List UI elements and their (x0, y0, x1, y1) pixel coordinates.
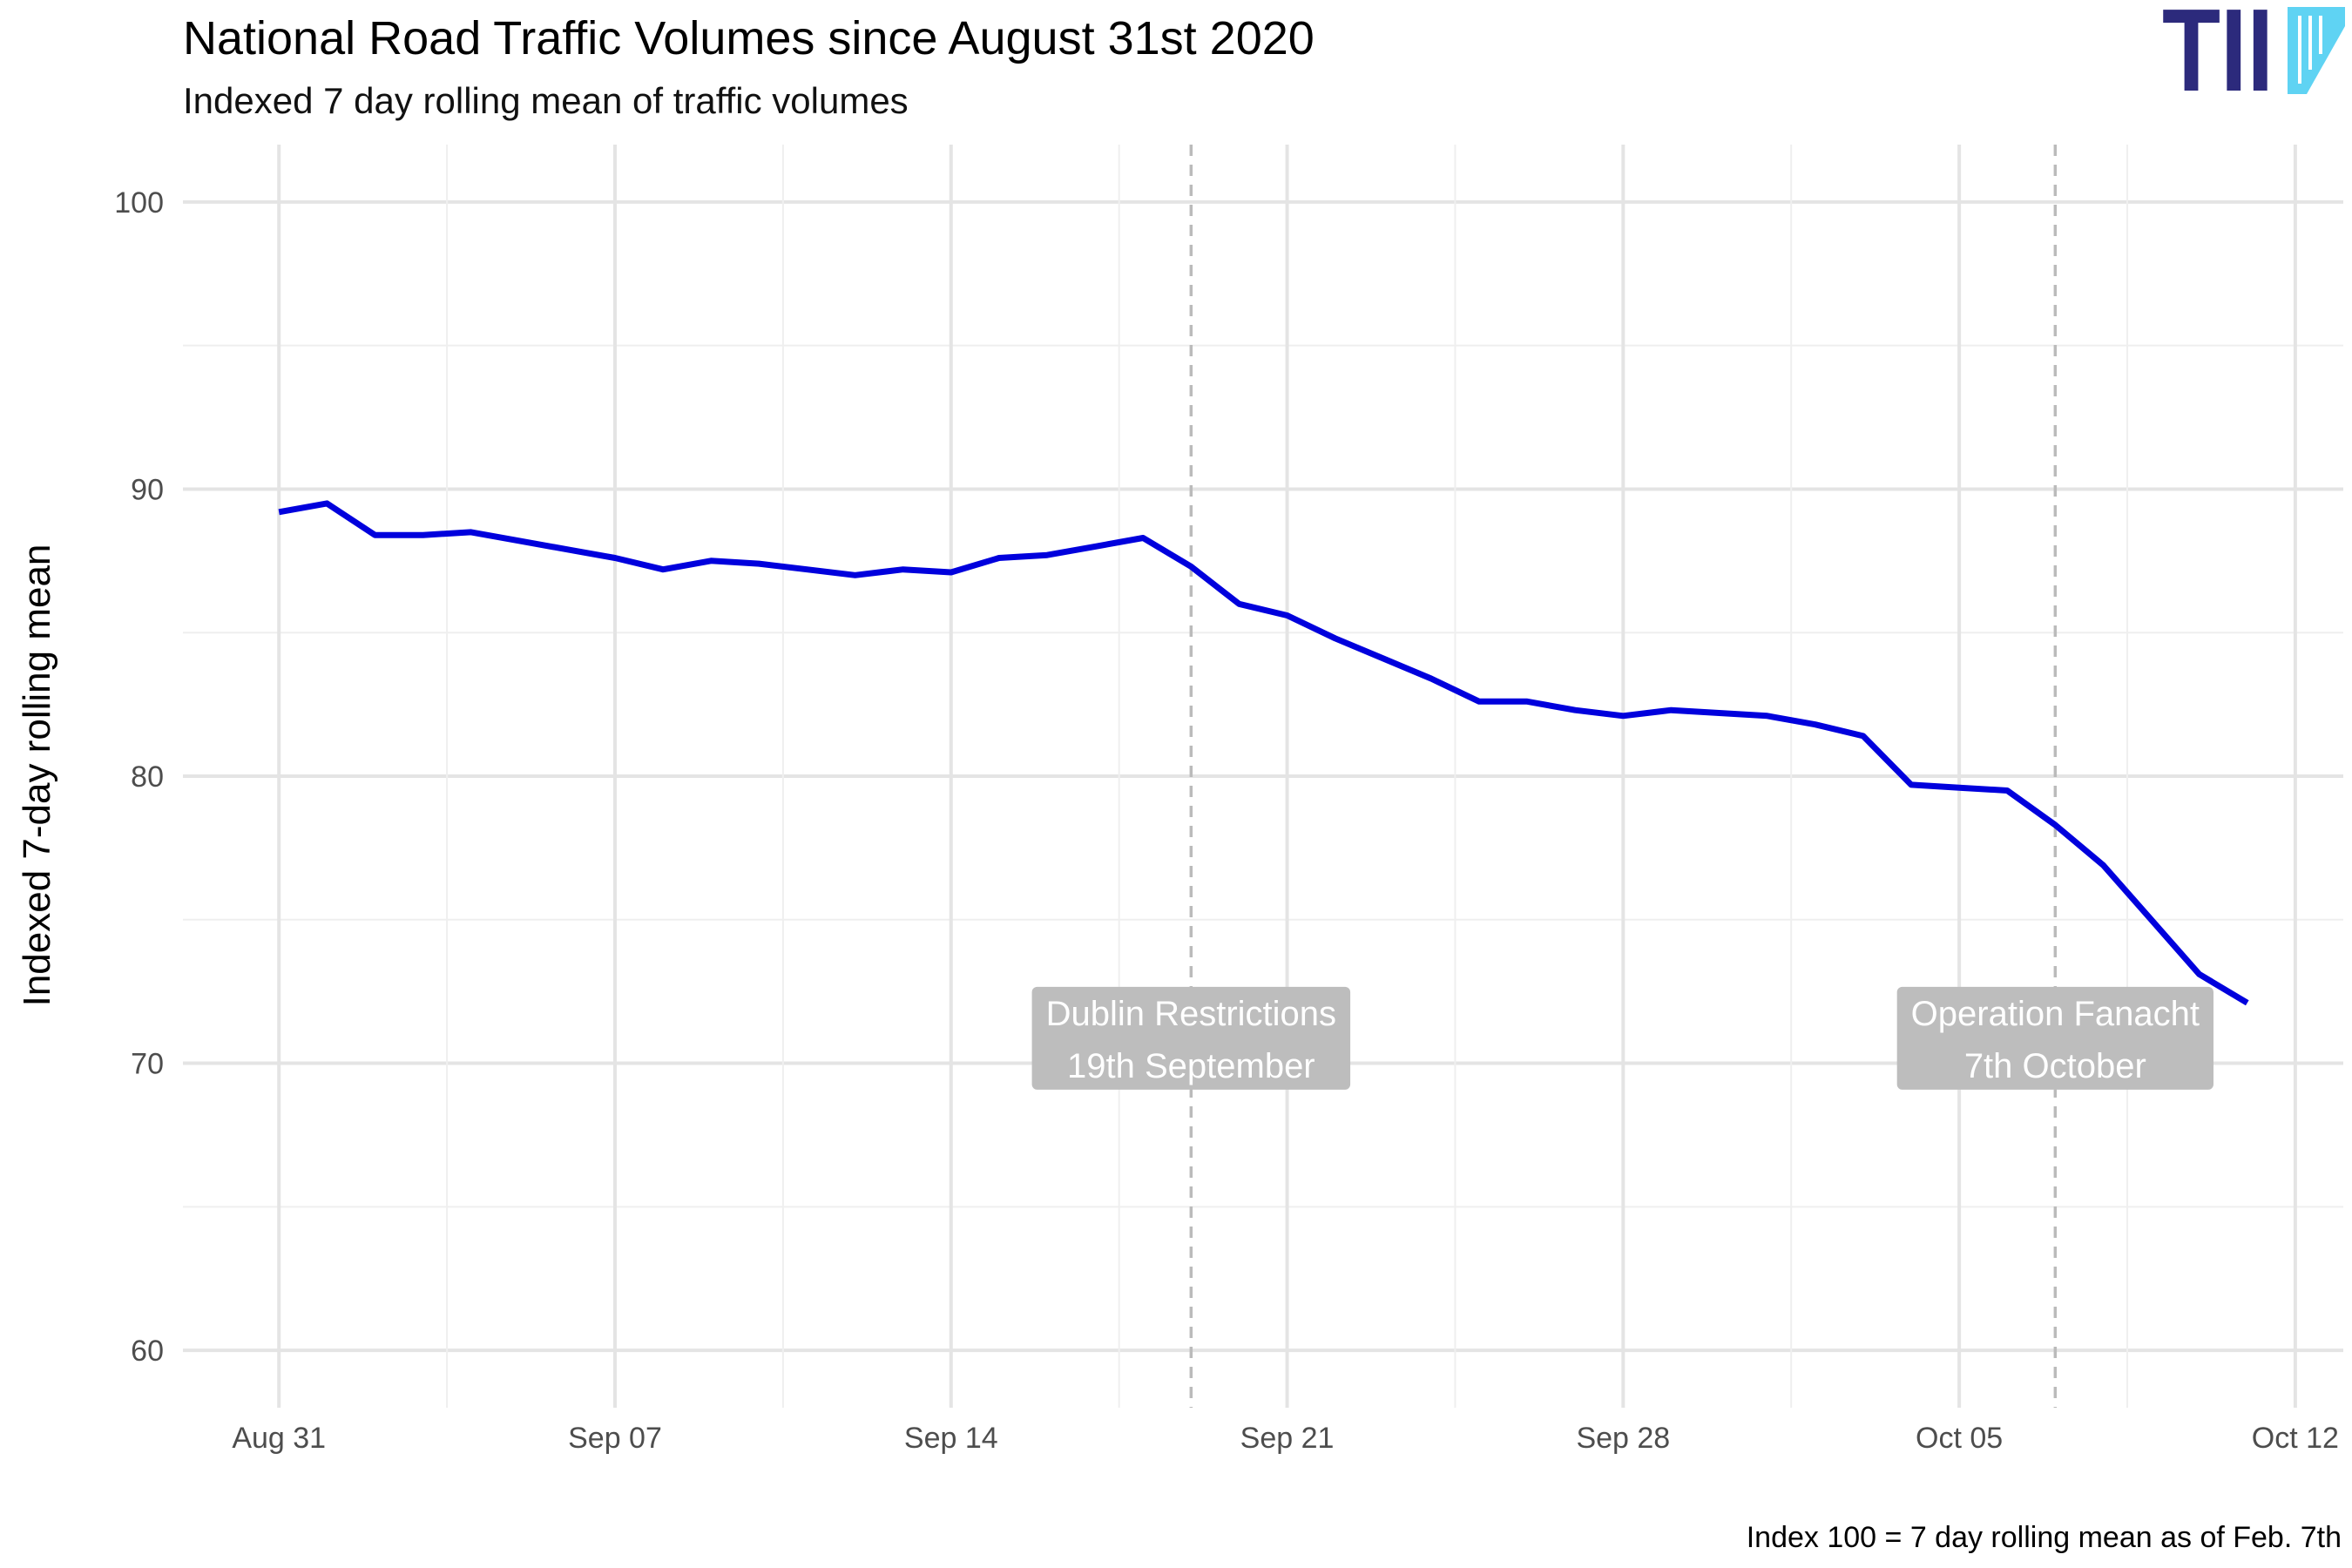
y-tick-label: 100 (114, 186, 164, 220)
x-tick-label: Oct 05 (1916, 1422, 2003, 1455)
tii-logo: TII (2162, 0, 2345, 116)
annotation-text-line1: Dublin Restrictions (1046, 995, 1336, 1033)
x-tick-label: Sep 14 (904, 1422, 998, 1455)
y-tick-label: 60 (131, 1335, 164, 1368)
harp-icon (2288, 7, 2345, 94)
x-tick-label: Sep 21 (1240, 1422, 1335, 1455)
event-lines (1189, 145, 2058, 1408)
annotation-label: Operation Fanacht 7th October (1896, 986, 2213, 1090)
y-tick-label: 80 (131, 760, 164, 794)
x-tick-label: Sep 07 (568, 1422, 662, 1455)
series-line (278, 500, 2249, 1006)
chart-caption: Index 100 = 7 day rolling mean as of Feb… (1747, 1521, 2342, 1554)
annotation-label: Dublin Restrictions 19th September (1031, 986, 1351, 1090)
annotation-box (1031, 986, 1351, 1090)
annotation-text-line1: Operation Fanacht (1911, 995, 2200, 1033)
annotation-text-line2: 7th October (1964, 1047, 2146, 1085)
annotation-text-line2: 19th September (1067, 1047, 1315, 1085)
x-tick-label: Oct 12 (2252, 1422, 2339, 1455)
grid (183, 145, 2343, 1408)
x-tick-label: Sep 28 (1576, 1422, 1670, 1455)
y-axis-label: Indexed 7-day rolling mean (16, 544, 58, 1007)
chart-title: National Road Traffic Volumes since Augu… (183, 12, 1315, 64)
y-axis-ticks: 60 70 80 90 100 (114, 186, 164, 1368)
annotations: Dublin Restrictions 19th September Operati… (1031, 986, 2213, 1090)
y-tick-label: 90 (131, 473, 164, 506)
annotation-box (1896, 986, 2213, 1090)
chart-subtitle: Indexed 7 day rolling mean of traffic vo… (183, 80, 909, 121)
tii-logo-text: TII (2162, 0, 2274, 116)
y-tick-label: 70 (131, 1048, 164, 1081)
x-tick-label: Aug 31 (232, 1422, 326, 1455)
harp-string (2298, 16, 2322, 84)
x-axis-ticks: Aug 31 Sep 07 Sep 14 Sep 21 Sep 28 Oct 05 Oct … (232, 1422, 2339, 1455)
